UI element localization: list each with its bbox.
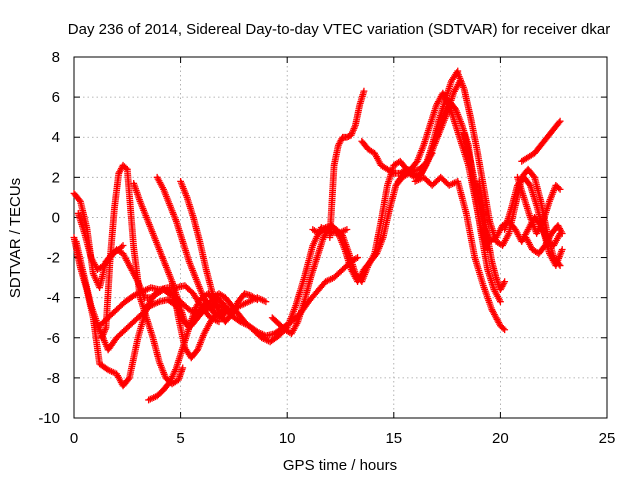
x-tick-label: 20 [492, 430, 509, 447]
data-series-prn-h [153, 173, 231, 322]
y-axis-title: SDTVAR / TECUs [7, 178, 24, 298]
data-point-marker [557, 228, 565, 236]
data-series-prn-r [411, 173, 509, 334]
x-tick-label: 0 [70, 430, 78, 447]
data-point-marker [75, 196, 83, 204]
x-tick-label: 10 [279, 430, 296, 447]
data-point-marker [253, 296, 261, 304]
data-series-prn-v [475, 177, 509, 294]
data-point-marker [501, 326, 509, 334]
data-point-marker [343, 226, 351, 233]
y-tick-label: 6 [52, 89, 60, 106]
x-tick-label: 5 [176, 430, 184, 447]
data-point-marker [558, 230, 566, 237]
data-point-marker [530, 172, 537, 180]
y-tick-label: -10 [38, 410, 60, 427]
data-point-marker [118, 243, 126, 251]
data-point-marker [388, 168, 396, 176]
y-tick-label: 2 [52, 169, 60, 186]
x-tick-label: 25 [599, 430, 616, 447]
y-tick-label: -4 [47, 290, 60, 307]
data-point-marker [354, 254, 361, 261]
y-tick-label: 8 [52, 49, 60, 66]
data-point-marker [501, 278, 509, 286]
data-series-prn-k [177, 177, 261, 326]
data-layer [70, 67, 566, 404]
x-tick-label: 15 [385, 430, 402, 447]
tick-layer: 0 5 10 15 20 25 -10 -8 -6 -4 -2 0 2 4 6 8 [38, 49, 615, 447]
data-point-marker [555, 119, 563, 126]
chart-title: Day 236 of 2014, Sidereal Day-to-day VTE… [68, 21, 610, 38]
data-point-marker [124, 375, 132, 383]
data-point-marker [497, 298, 504, 306]
y-tick-label: -6 [47, 330, 60, 347]
data-point-marker [119, 242, 127, 249]
data-point-marker [555, 184, 563, 192]
data-series-prn-y [514, 173, 564, 237]
data-point-marker [252, 295, 260, 303]
data-point-marker [360, 87, 368, 95]
y-tick-label: -2 [47, 250, 60, 267]
data-point-marker [122, 164, 130, 172]
data-point-marker [500, 279, 508, 287]
data-series-prn-x [522, 222, 566, 257]
data-point-marker [558, 246, 566, 253]
data-point-marker [556, 117, 564, 125]
y-tick-label: 0 [52, 209, 60, 226]
data-point-marker [262, 298, 270, 306]
y-tick-label: -8 [47, 370, 60, 387]
data-series-prn-o [326, 87, 368, 241]
data-point-marker [556, 185, 564, 193]
y-tick-label: 4 [52, 129, 60, 146]
data-point-marker [499, 325, 507, 332]
data-series-prn-z [518, 117, 564, 165]
data-series-prn-e [98, 161, 187, 388]
data-point-marker [179, 364, 187, 372]
data-series-prn-f [96, 282, 223, 330]
x-axis-title: GPS time / hours [283, 457, 397, 474]
